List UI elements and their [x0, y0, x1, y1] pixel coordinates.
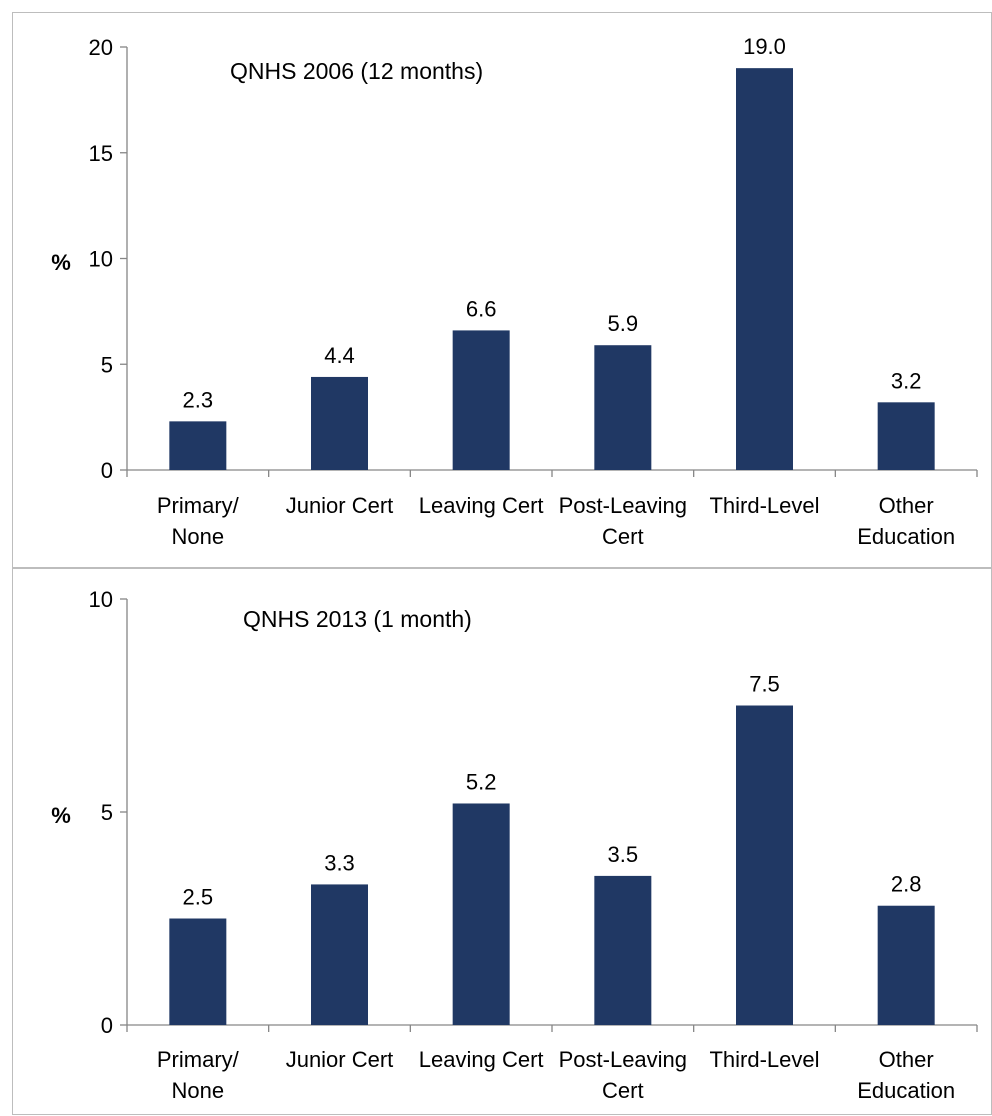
bar — [311, 884, 368, 1025]
bar — [877, 905, 935, 1025]
category-label-line: Primary/ — [157, 1047, 240, 1072]
data-label: 3.2 — [891, 368, 922, 393]
category-label: Leaving Cert — [419, 493, 544, 518]
category-label: Other Education — [857, 1047, 955, 1103]
y-tick-label: 0 — [101, 1013, 113, 1038]
y-tick-label: 5 — [101, 352, 113, 377]
category-label-line: Post-Leaving — [559, 1047, 687, 1072]
chart-title: QNHS 2006 (12 months) — [230, 58, 483, 84]
bar — [877, 402, 935, 470]
data-label: 2.3 — [183, 387, 214, 412]
data-label: 3.5 — [608, 842, 639, 867]
bar — [736, 705, 793, 1025]
bar — [594, 875, 652, 1025]
category-label: Third-Level — [709, 493, 819, 518]
category-label-line: Cert — [602, 1078, 644, 1103]
data-label: 7.5 — [749, 672, 780, 697]
category-label-line: Leaving Cert — [419, 493, 544, 518]
y-axis-label: % — [51, 250, 71, 275]
category-label: Junior Cert — [286, 1047, 394, 1072]
data-label: 19.0 — [743, 34, 786, 59]
category-label-line: Primary/ — [157, 493, 240, 518]
category-label: Junior Cert — [286, 493, 394, 518]
category-label: Primary/None — [157, 1047, 240, 1103]
category-label: Post-Leaving Cert — [559, 1047, 687, 1103]
y-tick-label: 5 — [101, 800, 113, 825]
y-axis-label: % — [51, 803, 71, 828]
category-label-line: Other — [879, 1047, 934, 1072]
category-label-line: Education — [857, 524, 955, 549]
category-label-line: Education — [857, 1078, 955, 1103]
data-label: 2.5 — [183, 885, 214, 910]
y-tick-label: 20 — [89, 35, 113, 60]
bar — [169, 918, 227, 1025]
chart-2006: 0 5 10 15 20 2.3 Primary/None 4.4 Junior Cert 6.6… — [51, 34, 978, 549]
data-label: 2.8 — [891, 872, 922, 897]
category-label-line: Leaving Cert — [419, 1047, 544, 1072]
bar — [452, 330, 510, 470]
category-label-line: None — [172, 524, 225, 549]
category-label-line: Other — [879, 493, 934, 518]
y-tick-label: 10 — [89, 247, 113, 272]
chart-2013: 0 5 10 2.5 Primary/None 3.3 Junior Cert 5.2 Leav… — [51, 587, 978, 1103]
data-label: 6.6 — [466, 296, 497, 321]
category-label-line: None — [172, 1078, 225, 1103]
category-label: Other Education — [857, 493, 955, 549]
bar — [594, 345, 652, 470]
y-tick-label: 0 — [101, 458, 113, 483]
chart-panel-2006: 0 5 10 15 20 2.3 Primary/None 4.4 Junior Cert 6.6… — [12, 12, 992, 568]
category-label-line: Junior Cert — [286, 1047, 394, 1072]
category-label-line: Third-Level — [709, 493, 819, 518]
category-label-line: Third-Level — [709, 1047, 819, 1072]
data-label: 3.3 — [324, 850, 355, 875]
category-label: Third-Level — [709, 1047, 819, 1072]
category-label-line: Cert — [602, 524, 644, 549]
bar — [736, 68, 793, 471]
category-label-line: Junior Cert — [286, 493, 394, 518]
y-tick-label: 10 — [89, 587, 113, 612]
chart-title: QNHS 2013 (1 month) — [243, 606, 472, 632]
bar — [311, 376, 368, 470]
category-label: Leaving Cert — [419, 1047, 544, 1072]
chart-panel-2013: 0 5 10 2.5 Primary/None 3.3 Junior Cert 5.2 Leav… — [12, 568, 992, 1115]
category-label: Post-Leaving Cert — [559, 493, 687, 549]
category-label: Primary/None — [157, 493, 240, 549]
category-label-line: Post-Leaving — [559, 493, 687, 518]
data-label: 5.9 — [608, 311, 639, 336]
bar — [169, 421, 227, 470]
y-tick-label: 15 — [89, 141, 113, 166]
bar — [452, 803, 510, 1025]
data-label: 5.2 — [466, 769, 497, 794]
data-label: 4.4 — [324, 343, 355, 368]
